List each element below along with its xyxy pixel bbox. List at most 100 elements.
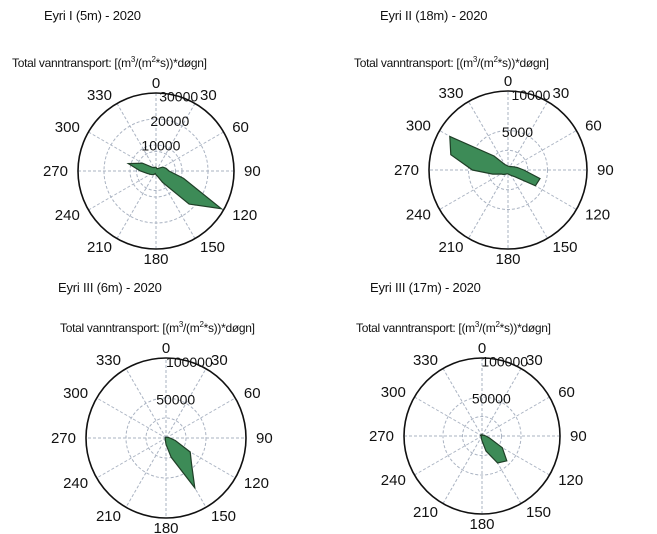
spoke-line <box>442 435 483 504</box>
spoke-line <box>165 368 207 439</box>
radial-tick-label: 50000 <box>472 390 511 406</box>
spoke-line <box>468 169 509 239</box>
radial-tick-label: 100000 <box>166 354 213 370</box>
angle-tick-label: 0 <box>162 340 170 357</box>
angle-tick-label: 270 <box>369 428 394 445</box>
spoke-line <box>125 368 167 439</box>
angle-tick-label: 90 <box>570 428 587 445</box>
spoke-line <box>165 437 236 479</box>
site-title: Eyri III (6m) - 2020 <box>58 280 162 295</box>
spoke-line <box>507 169 577 210</box>
outer-frame <box>77 92 235 250</box>
site-title: Eyri III (17m) - 2020 <box>370 280 481 295</box>
spoke-line <box>507 101 548 171</box>
grid-circle <box>468 130 548 210</box>
spoke-line <box>155 103 196 172</box>
angle-tick-label: 330 <box>413 352 438 369</box>
rose-chart: 0 30 60 90 120 150 180 210 240 270 300 330 50000 1000… <box>51 340 273 534</box>
site-title: Eyri I (5m) - 2020 <box>44 8 141 23</box>
grid-circle <box>136 151 176 191</box>
chart-title: Total vanntransport: [(m3/(m2*s))*døgn] <box>354 55 549 70</box>
angle-tick-label: 90 <box>597 162 614 179</box>
angle-tick-label: 180 <box>153 520 178 534</box>
angle-tick-label: 300 <box>381 384 406 401</box>
spoke-line <box>507 130 577 171</box>
angle-tick-label: 330 <box>87 87 112 104</box>
angle-tick-label: 30 <box>200 87 217 104</box>
angle-tick-label: 60 <box>558 384 575 401</box>
angle-tick-label: 330 <box>438 85 463 102</box>
angle-tick-label: 30 <box>553 85 570 102</box>
spoke-line <box>439 169 509 210</box>
spoke-line <box>96 397 167 439</box>
angle-tick-label: 240 <box>406 207 431 224</box>
angle-tick-label: 240 <box>55 207 80 224</box>
grid-circle <box>442 396 522 476</box>
spoke-line <box>414 435 483 476</box>
angle-tick-label: 120 <box>558 472 583 489</box>
angle-tick-label: 0 <box>504 73 512 90</box>
angle-tick-label: 270 <box>394 162 419 179</box>
spoke-line <box>155 131 224 172</box>
rose-area <box>479 432 508 464</box>
angle-tick-label: 90 <box>244 163 261 180</box>
rose-panel-eyri-i: Eyri I (5m) - 2020 Total vanntransport: … <box>0 0 320 268</box>
spoke-line <box>507 169 548 239</box>
angle-tick-label: 210 <box>413 504 438 521</box>
angle-tick-label: 180 <box>143 251 168 268</box>
radial-tick-label: 20000 <box>150 113 189 129</box>
spoke-line <box>96 437 167 479</box>
angle-tick-label: 210 <box>96 508 121 525</box>
rose-chart: 0 30 60 90 120 150 180 210 240 270 300 330 50000 1000… <box>369 340 587 533</box>
rose-chart: 0 30 60 90 120 150 180 210 240 270 300 330 5000 10000 <box>394 73 614 268</box>
angle-tick-label: 240 <box>381 472 406 489</box>
angle-tick-label: 180 <box>469 516 494 533</box>
angle-tick-label: 180 <box>495 251 520 268</box>
angle-tick-label: 270 <box>51 430 76 447</box>
angle-tick-label: 300 <box>63 385 88 402</box>
angle-tick-label: 0 <box>478 340 486 357</box>
radial-tick-label: 10000 <box>141 138 180 154</box>
spoke-line <box>165 397 236 439</box>
angle-tick-label: 120 <box>232 207 257 224</box>
radial-tick-label: 30000 <box>159 89 198 105</box>
angle-tick-label: 120 <box>244 475 269 492</box>
radial-tick-label: 5000 <box>502 124 533 140</box>
angle-tick-label: 0 <box>152 75 160 92</box>
angle-tick-label: 240 <box>63 475 88 492</box>
grid-circle <box>462 416 502 456</box>
angle-tick-label: 120 <box>585 207 610 224</box>
radial-tick-label: 50000 <box>156 391 195 407</box>
spoke-line <box>116 170 157 239</box>
angle-tick-label: 330 <box>96 352 121 369</box>
spoke-line <box>468 101 509 171</box>
outer-frame <box>428 90 588 250</box>
radial-tick-label: 10000 <box>512 87 551 103</box>
rose-area <box>449 135 541 187</box>
angle-tick-label: 60 <box>244 385 261 402</box>
angle-tick-label: 150 <box>526 504 551 521</box>
rose-chart: 0 30 60 90 120 150 180 210 240 270 300 330 10000 2000… <box>43 75 261 268</box>
chart-title: Total vanntransport: [(m3/(m2*s))*døgn] <box>60 320 255 335</box>
chart-title: Total vanntransport: [(m3/(m2*s))*døgn] <box>356 320 551 335</box>
polar-grid <box>86 358 246 518</box>
angle-tick-label: 30 <box>211 352 228 369</box>
spoke-line <box>414 396 483 437</box>
spoke-line <box>125 437 167 508</box>
rose-panel-eyri-iii-17m: Eyri III (17m) - 2020 Total vanntranspor… <box>340 272 657 534</box>
angle-tick-label: 30 <box>526 352 543 369</box>
angle-tick-label: 90 <box>256 430 273 447</box>
angle-tick-label: 60 <box>585 118 602 135</box>
angle-tick-label: 150 <box>200 239 225 256</box>
angle-tick-label: 210 <box>87 239 112 256</box>
angle-tick-label: 300 <box>55 119 80 136</box>
angle-tick-label: 210 <box>438 239 463 256</box>
angle-tick-label: 270 <box>43 163 68 180</box>
rose-panel-eyri-ii: Eyri II (18m) - 2020 Total vanntransport… <box>340 0 657 268</box>
angle-tick-label: 300 <box>406 118 431 135</box>
rose-area <box>164 436 196 491</box>
angle-tick-label: 150 <box>211 508 236 525</box>
rose-area <box>126 162 224 210</box>
spoke-line <box>442 368 483 437</box>
chart-title: Total vanntransport: [(m3/(m2*s))*døgn] <box>12 55 207 70</box>
